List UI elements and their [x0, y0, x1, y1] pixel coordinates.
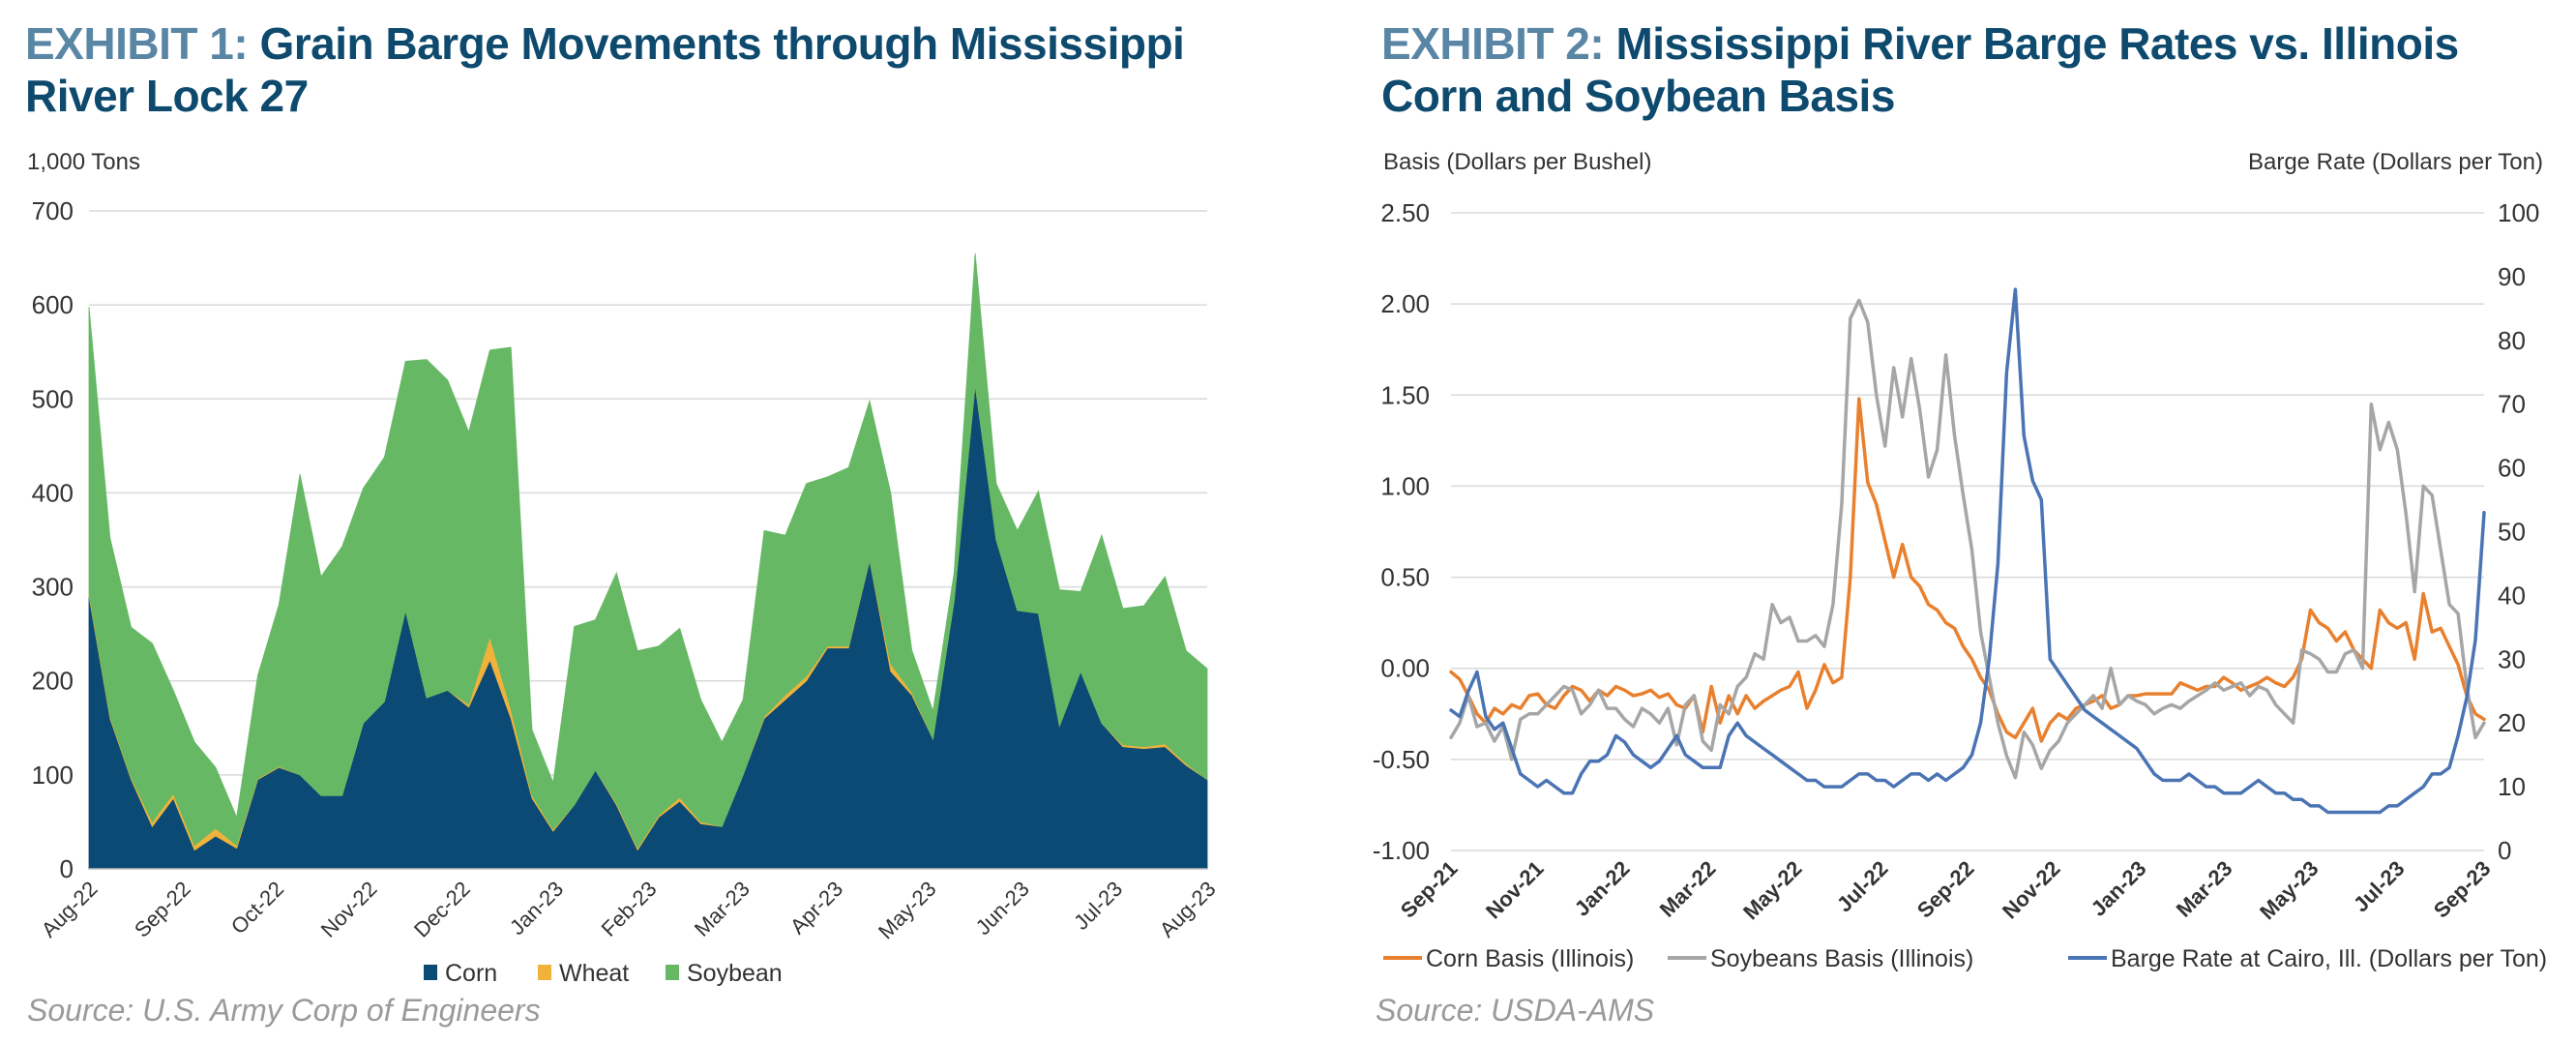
x-tick-label: Aug-22	[37, 877, 103, 942]
x-tick-label: Jan-23	[2087, 856, 2151, 921]
y-tick-label: 100	[32, 761, 74, 790]
x-tick-label: May-23	[2255, 856, 2323, 924]
x-tick-label: Mar-23	[690, 877, 755, 941]
x-tick-label: Sep-22	[130, 877, 195, 942]
line-series-soybeans-basis-illinois	[1449, 298, 2486, 780]
legend-label-corn-basis-illinois: Corn Basis (Illinois)	[1426, 945, 1634, 972]
right-y-tick-label: 100	[2498, 198, 2539, 227]
left-y-tick-label: -1.00	[1373, 836, 1430, 865]
area-series-soybean	[88, 253, 1208, 850]
dual-axis-line-chart: 2.502.001.501.000.500.00-0.50-1.00100908…	[1373, 198, 2547, 972]
legend-label-soybeans-basis-illinois: Soybeans Basis (Illinois)	[1710, 945, 1973, 972]
right-y-tick-label: 10	[2498, 772, 2526, 801]
right-y-tick-label: 40	[2498, 581, 2526, 610]
y-axis-unit-label: 1,000 Tons	[27, 149, 140, 175]
exhibit-1-source: Source: U.S. Army Corp of Engineers	[27, 993, 541, 1028]
right-y-tick-label: 80	[2498, 326, 2526, 355]
legend-swatch-soybean	[666, 965, 679, 980]
right-axis-unit-label: Barge Rate (Dollars per Ton)	[2247, 149, 2543, 175]
x-tick-label: Jul-23	[2349, 856, 2410, 917]
left-y-tick-label: 0.50	[1380, 563, 1430, 592]
x-tick-label: Sep-22	[1912, 856, 1979, 923]
line-series-barge-rate-at-cairo-ill-dollars-per-ton	[1449, 287, 2486, 815]
right-y-tick-label: 0	[2498, 836, 2511, 865]
right-y-tick-label: 20	[2498, 708, 2526, 737]
x-tick-label: Jan-23	[505, 877, 568, 940]
x-tick-label: Nov-22	[316, 877, 382, 942]
exhibit-1-panel: EXHIBIT 1: Grain Barge Movements through…	[0, 0, 1248, 1044]
y-tick-label: 300	[32, 573, 74, 602]
legend-swatch-corn	[424, 965, 437, 980]
left-y-tick-label: 2.00	[1380, 289, 1430, 318]
x-tick-label: May-22	[1738, 856, 1806, 924]
exhibit-2-source: Source: USDA-AMS	[1376, 993, 1655, 1028]
x-tick-label: Dec-22	[409, 877, 475, 942]
left-y-tick-label: 0.00	[1380, 654, 1430, 683]
y-tick-label: 400	[32, 478, 74, 507]
y-tick-label: 500	[32, 384, 74, 413]
right-y-tick-label: 70	[2498, 390, 2526, 419]
right-y-tick-label: 60	[2498, 454, 2526, 483]
x-tick-label: May-23	[873, 877, 941, 944]
left-axis-unit-label: Basis (Dollars per Bushel)	[1383, 149, 1652, 175]
left-y-tick-label: 1.50	[1380, 380, 1430, 409]
exhibit-1-prefix: EXHIBIT 1:	[25, 18, 249, 69]
x-tick-label: Aug-23	[1155, 877, 1221, 942]
exhibit-2-title-text: Mississippi River Barge Rates vs. Illino…	[1381, 18, 2459, 121]
y-tick-label: 700	[32, 196, 74, 225]
exhibit-1-title-text: Grain Barge Movements through Mississipp…	[25, 18, 1185, 121]
x-tick-label: Nov-21	[1481, 856, 1549, 924]
y-tick-label: 0	[60, 854, 74, 883]
exhibit-1-title: EXHIBIT 1: Grain Barge Movements through…	[25, 17, 1186, 122]
x-tick-label: Feb-23	[597, 877, 662, 941]
right-y-tick-label: 50	[2498, 518, 2526, 547]
x-tick-label: Nov-22	[1998, 856, 2065, 924]
legend-label-corn: Corn	[445, 960, 497, 987]
exhibit-2-title: EXHIBIT 2: Mississippi River Barge Rates…	[1381, 17, 2571, 122]
x-tick-label: Sep-21	[1396, 856, 1463, 923]
line-series-corn-basis-illinois	[1449, 397, 2486, 743]
legend-label-soybean: Soybean	[687, 960, 783, 987]
y-tick-label: 200	[32, 667, 74, 696]
legend-label-wheat: Wheat	[559, 960, 629, 987]
x-tick-label: Jun-23	[971, 877, 1034, 940]
exhibit-2-panel: EXHIBIT 2: Mississippi River Barge Rates…	[1354, 0, 2576, 1044]
x-tick-label: Apr-23	[785, 877, 847, 939]
left-y-tick-label: 1.00	[1380, 471, 1430, 500]
right-y-tick-label: 90	[2498, 262, 2526, 291]
x-tick-label: Sep-23	[2429, 856, 2496, 923]
x-tick-label: Mar-23	[2172, 856, 2237, 922]
x-tick-label: Oct-22	[226, 877, 288, 939]
x-tick-label: Jan-22	[1570, 856, 1635, 921]
legend-swatch-wheat	[538, 965, 551, 980]
left-y-tick-label: 2.50	[1380, 198, 1430, 227]
left-y-tick-label: -0.50	[1373, 745, 1430, 774]
x-tick-label: Jul-23	[1069, 877, 1127, 935]
stacked-area-chart: 0 100 200 300 400 500 600 700 Aug-22 Sep-22 Oct-22…	[32, 196, 1221, 987]
x-tick-label: Mar-22	[1655, 856, 1721, 922]
y-tick-label: 600	[32, 290, 74, 319]
x-tick-label: Jul-22	[1832, 856, 1893, 917]
exhibit-2-prefix: EXHIBIT 2:	[1381, 18, 1605, 69]
legend-label-barge-rate-at-cairo-ill-dollars-per-ton: Barge Rate at Cairo, Ill. (Dollars per T…	[2111, 945, 2547, 972]
right-y-tick-label: 30	[2498, 644, 2526, 673]
